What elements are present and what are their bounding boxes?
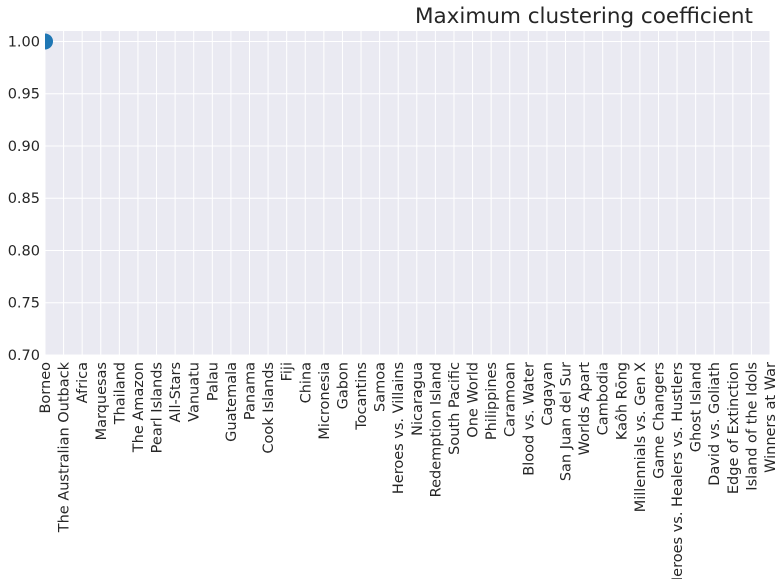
x-tick-label: Edge of Extinction bbox=[726, 362, 742, 494]
x-tick-label: One World bbox=[466, 362, 482, 438]
y-tick-label: 0.90 bbox=[8, 139, 40, 155]
data-points bbox=[45, 33, 53, 50]
x-tick-label: Ghost Island bbox=[689, 362, 705, 452]
x-tick-label: Cook Islands bbox=[261, 362, 277, 454]
x-tick-label: Cagayan bbox=[540, 362, 556, 426]
y-tick-label: 1.00 bbox=[8, 34, 40, 50]
grid bbox=[44, 31, 771, 356]
x-tick-label: Nicaragua bbox=[410, 362, 426, 436]
x-tick-label: Borneo bbox=[38, 362, 54, 414]
x-tick-label: Caramoan bbox=[503, 362, 519, 437]
x-tick-label: Palau bbox=[205, 362, 221, 401]
x-tick-label: Micronesia bbox=[317, 362, 333, 440]
x-tick-label: The Amazon bbox=[131, 362, 147, 453]
x-tick-label: Samoa bbox=[373, 362, 389, 412]
y-tick-label: 0.85 bbox=[8, 191, 40, 207]
x-tick-label: Island of the Idols bbox=[744, 362, 760, 491]
x-tick-label: All-Stars bbox=[168, 362, 184, 423]
x-tick-label: The Australian Outback bbox=[57, 361, 73, 533]
x-tick-label: Worlds Apart bbox=[577, 362, 593, 456]
x-tick-label: Blood vs. Water bbox=[521, 362, 537, 476]
data-point bbox=[45, 33, 53, 50]
x-tick-label: Millennials vs. Gen X bbox=[633, 362, 649, 512]
y-tick-label: 0.80 bbox=[8, 243, 40, 259]
x-tick-label: Guatemala bbox=[224, 362, 240, 442]
x-tick-label: Heroes vs. Healers vs. Hustlers bbox=[670, 362, 686, 579]
x-tick-label: San Juan del Sur bbox=[559, 362, 575, 481]
x-tick-label: Pearl Islands bbox=[150, 362, 166, 453]
plot-background bbox=[45, 31, 770, 355]
x-tick-label: Fiji bbox=[280, 362, 296, 381]
x-tick-label: China bbox=[298, 362, 314, 403]
x-tick-label: Tocantins bbox=[354, 362, 370, 431]
x-tick-label: David vs. Goliath bbox=[707, 362, 723, 486]
x-tick-label: Vanuatu bbox=[187, 362, 203, 422]
x-tick-label: Marquesas bbox=[94, 362, 110, 440]
y-axis-ticks: 0.70 0.75 0.80 0.85 0.90 0.95 1.00 bbox=[8, 34, 40, 364]
x-tick-label: South Pacific bbox=[447, 362, 463, 455]
x-tick-label: Redemption Island bbox=[428, 362, 444, 497]
x-axis-ticks: Borneo The Australian Outback Africa Marque… bbox=[38, 361, 779, 579]
x-tick-label: Africa bbox=[75, 362, 91, 403]
y-tick-label: 0.75 bbox=[8, 296, 40, 312]
x-tick-label: Game Changers bbox=[651, 362, 667, 479]
x-tick-label: Thailand bbox=[112, 362, 128, 425]
x-tick-label: Philippines bbox=[484, 362, 500, 440]
x-tick-label: Gabon bbox=[335, 362, 351, 409]
x-tick-label: Heroes vs. Villains bbox=[391, 362, 407, 494]
x-tick-label: Kaôh Rōng bbox=[614, 362, 630, 440]
x-tick-label: Panama bbox=[242, 362, 258, 420]
chart-title: Maximum clustering coefficient bbox=[415, 4, 753, 29]
y-tick-label: 0.70 bbox=[8, 348, 40, 364]
x-tick-label: Winners at War bbox=[763, 362, 779, 473]
y-tick-label: 0.95 bbox=[8, 87, 40, 103]
x-tick-label: Cambodia bbox=[596, 362, 612, 435]
